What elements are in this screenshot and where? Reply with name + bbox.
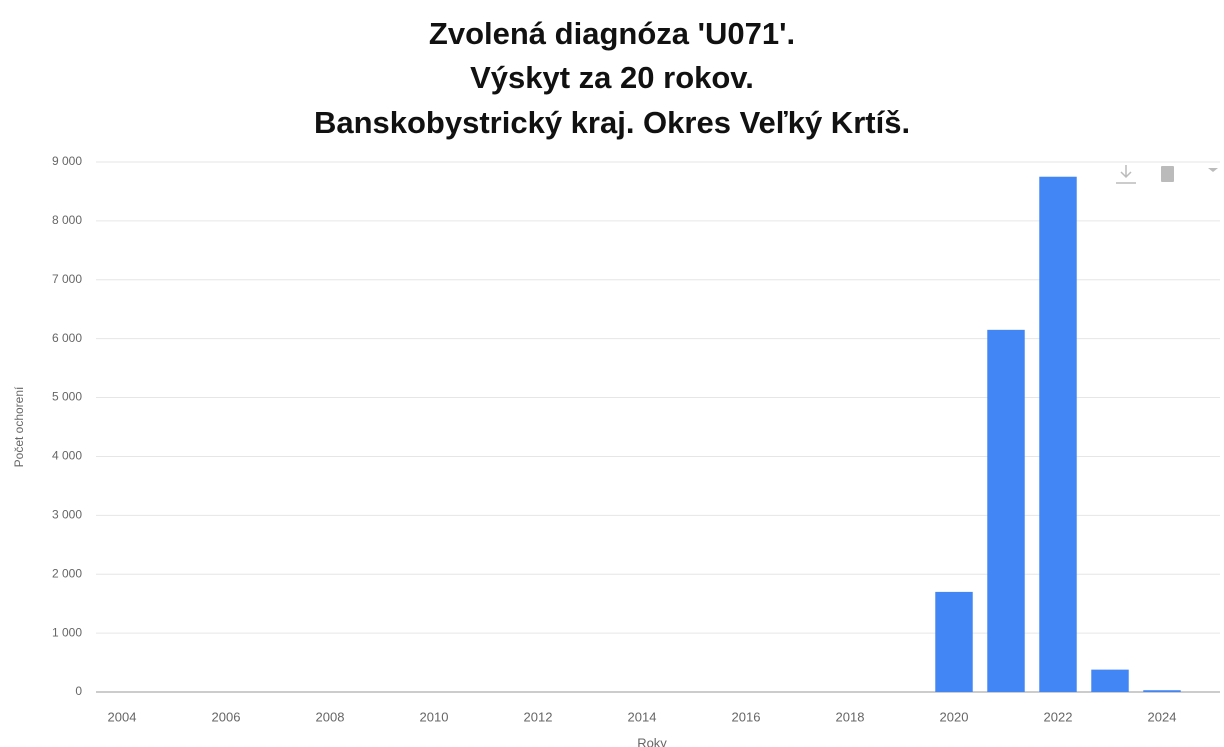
menu-icon[interactable] xyxy=(1208,168,1218,172)
y-tick-label: 6 000 xyxy=(52,331,82,345)
x-tick-label: 2020 xyxy=(940,709,969,724)
y-tick-label: 9 000 xyxy=(52,154,82,168)
clipboard-icon[interactable] xyxy=(1161,166,1174,182)
y-tick-label: 7 000 xyxy=(52,272,82,286)
y-tick-label: 1 000 xyxy=(52,625,82,639)
y-tick-label: 5 000 xyxy=(52,390,82,404)
x-tick-label: 2022 xyxy=(1044,709,1073,724)
y-tick-label: 8 000 xyxy=(52,213,82,227)
toolbar[interactable] xyxy=(1116,165,1218,184)
chart-title: Banskobystrický kraj. Okres Veľký Krtíš. xyxy=(314,105,910,140)
x-tick-label: 2008 xyxy=(316,709,345,724)
y-tick-label: 0 xyxy=(75,684,82,698)
x-tick-label: 2006 xyxy=(212,709,241,724)
x-tick-label: 2004 xyxy=(108,709,137,724)
x-axis-label: Roky xyxy=(637,735,667,747)
x-tick-label: 2010 xyxy=(420,709,449,724)
x-tick-label: 2018 xyxy=(836,709,865,724)
bar xyxy=(987,329,1025,692)
bar xyxy=(1091,669,1129,692)
x-tick-label: 2014 xyxy=(628,709,657,724)
bar xyxy=(935,591,973,692)
y-tick-label: 2 000 xyxy=(52,566,82,580)
bar xyxy=(1039,176,1077,692)
x-tick-label: 2016 xyxy=(732,709,761,724)
download-icon[interactable] xyxy=(1116,165,1136,184)
y-tick-label: 4 000 xyxy=(52,449,82,463)
x-tick-label: 2024 xyxy=(1148,709,1177,724)
y-axis-label: Počet ochorení xyxy=(12,386,26,467)
y-tick-label: 3 000 xyxy=(52,508,82,522)
bar xyxy=(1143,690,1181,692)
x-tick-label: 2012 xyxy=(524,709,553,724)
chart-title: Výskyt za 20 rokov. xyxy=(470,60,754,95)
chart-title: Zvolená diagnóza 'U071'. xyxy=(429,16,795,51)
